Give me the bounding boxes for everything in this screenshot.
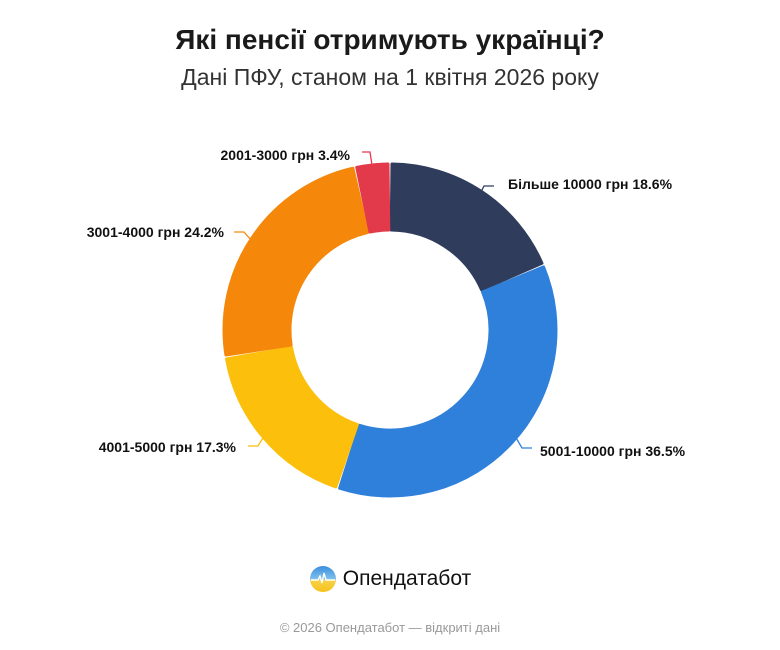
chart-subtitle: Дані ПФУ, станом на 1 квітня 2026 року xyxy=(181,64,599,90)
donut-slice xyxy=(389,162,544,292)
donut-slice xyxy=(338,265,558,498)
donut-slice xyxy=(355,162,391,234)
slice-label: 2001-3000 грн 3.4% xyxy=(221,147,351,163)
footer: © 2026 Опендатабот — відкриті дані xyxy=(279,620,501,635)
donut-slice xyxy=(222,166,370,357)
slice-label: 3001-4000 грн 24.2% xyxy=(87,224,225,240)
slice-label: 5001-10000 грн 36.5% xyxy=(540,443,686,459)
leader-line xyxy=(362,151,373,166)
leader-line xyxy=(477,185,494,199)
chart-title: Які пенсії отримують українці? xyxy=(175,24,605,55)
slice-label: 4001-5000 грн 17.3% xyxy=(99,439,237,455)
leader-line xyxy=(234,231,252,241)
donut-slice xyxy=(225,345,359,489)
opendatabot-logo-icon xyxy=(309,566,336,592)
brand: Опендатабот xyxy=(0,565,780,593)
leader-line xyxy=(514,435,532,449)
leader-line xyxy=(248,432,267,447)
brand-name: Опендатабот xyxy=(342,567,472,590)
slice-label: Більше 10000 грн 18.6% xyxy=(508,176,673,192)
